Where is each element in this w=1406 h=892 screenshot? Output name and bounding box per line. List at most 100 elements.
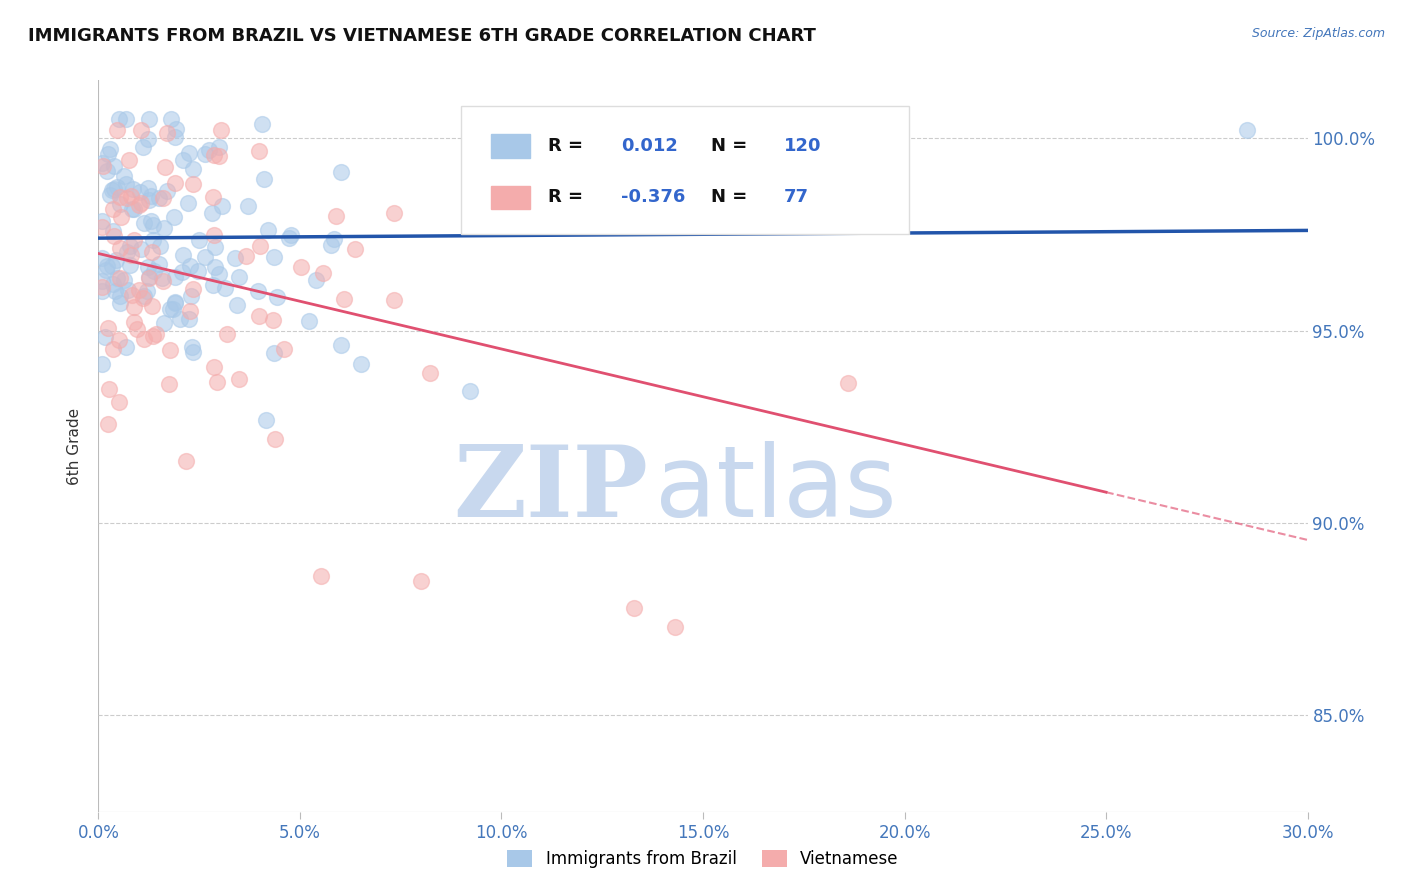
Point	[183, 177, 205, 191]
Point	[94, 262, 117, 277]
Text: 77: 77	[785, 188, 808, 206]
Point	[141, 244, 163, 259]
Point	[131, 196, 153, 211]
Point	[201, 277, 224, 292]
Point	[333, 293, 356, 307]
Point	[103, 229, 125, 244]
Point	[115, 340, 138, 354]
Point	[183, 345, 205, 359]
Point	[107, 112, 129, 126]
Point	[91, 156, 114, 170]
Point	[329, 337, 352, 351]
Point	[163, 210, 186, 224]
Point	[121, 288, 143, 302]
Point	[148, 191, 170, 205]
Point	[419, 366, 441, 380]
Point	[180, 289, 202, 303]
Point	[97, 147, 120, 161]
Point	[118, 153, 141, 168]
Point	[152, 274, 174, 288]
Point	[108, 197, 131, 211]
Point	[249, 144, 271, 158]
Point	[323, 232, 346, 246]
Point	[228, 372, 250, 386]
Point	[163, 176, 186, 190]
Point	[108, 241, 131, 255]
Point	[115, 177, 138, 191]
Point	[136, 131, 159, 145]
Legend: Immigrants from Brazil, Vietnamese: Immigrants from Brazil, Vietnamese	[501, 843, 905, 875]
Point	[177, 312, 200, 326]
Point	[1236, 123, 1258, 137]
Point	[139, 214, 162, 228]
Point	[290, 260, 312, 274]
Point	[180, 340, 202, 354]
Point	[159, 343, 181, 358]
Point	[121, 182, 143, 196]
Point	[112, 272, 135, 286]
Point	[149, 239, 172, 253]
Point	[138, 112, 160, 126]
Text: Source: ZipAtlas.com: Source: ZipAtlas.com	[1251, 27, 1385, 40]
Point	[108, 270, 131, 285]
Point	[101, 342, 124, 356]
Point	[236, 198, 259, 212]
Point	[101, 224, 124, 238]
Point	[108, 295, 131, 310]
Point	[382, 293, 405, 307]
Point	[142, 233, 165, 247]
Point	[179, 145, 201, 160]
Point	[262, 313, 284, 327]
Point	[117, 283, 139, 297]
Point	[96, 164, 118, 178]
Point	[278, 231, 301, 245]
Text: 0.012: 0.012	[621, 137, 678, 155]
Point	[110, 190, 132, 204]
Text: atlas: atlas	[655, 442, 896, 539]
Point	[94, 330, 117, 344]
Point	[115, 191, 138, 205]
Point	[204, 260, 226, 274]
Point	[321, 238, 343, 252]
Point	[91, 219, 114, 234]
Point	[132, 140, 155, 154]
Point	[165, 121, 187, 136]
Point	[194, 147, 217, 161]
Point	[134, 332, 156, 346]
Point	[98, 382, 121, 396]
Point	[120, 188, 142, 202]
Point	[202, 190, 225, 204]
Point	[273, 343, 295, 357]
Point	[97, 417, 120, 431]
Point	[128, 198, 150, 212]
Point	[343, 242, 366, 256]
Point	[103, 182, 125, 196]
Point	[247, 310, 270, 324]
Point	[138, 270, 160, 285]
Point	[165, 270, 187, 285]
Point	[163, 130, 186, 145]
Point	[103, 160, 125, 174]
Point	[120, 258, 142, 272]
Point	[224, 252, 246, 266]
Point	[142, 328, 165, 343]
Point	[172, 153, 194, 167]
Point	[226, 298, 249, 312]
Point	[329, 164, 352, 178]
Point	[91, 251, 114, 265]
Point	[208, 149, 231, 163]
Point	[304, 273, 326, 287]
Point	[129, 185, 152, 199]
Point	[325, 209, 347, 223]
Point	[108, 289, 131, 303]
Point	[202, 148, 225, 162]
Point	[181, 282, 204, 296]
Point	[105, 123, 128, 137]
Bar	[492, 186, 530, 209]
Point	[253, 172, 276, 186]
Point	[136, 181, 159, 195]
Point	[105, 271, 128, 285]
Point	[122, 202, 145, 216]
Point	[181, 162, 204, 177]
Point	[91, 274, 114, 288]
